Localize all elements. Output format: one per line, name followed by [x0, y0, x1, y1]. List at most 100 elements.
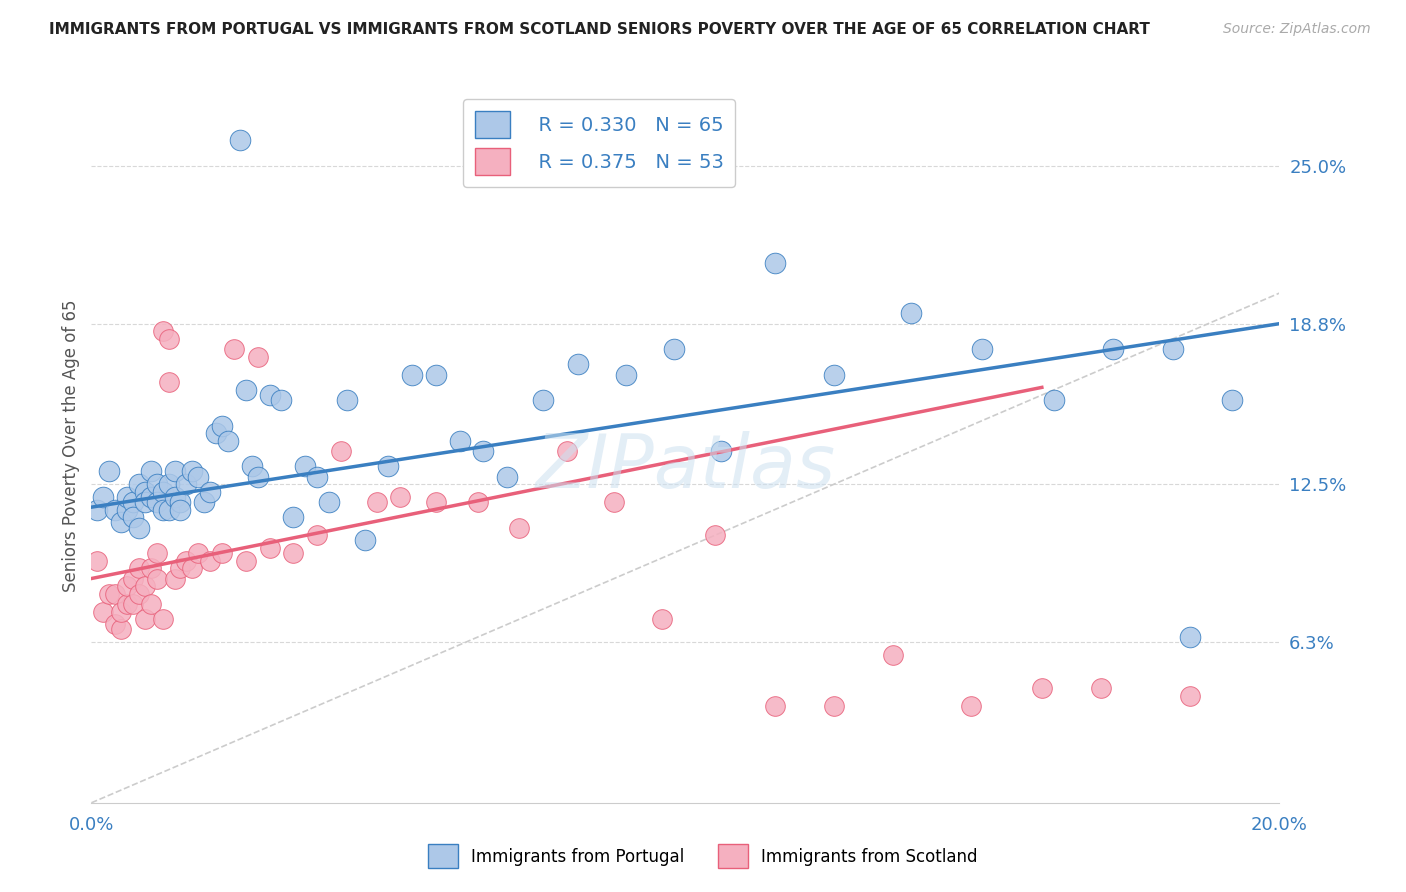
Point	[531, 393, 554, 408]
Point	[211, 546, 233, 560]
Point	[176, 554, 198, 568]
Point	[152, 324, 174, 338]
Point	[157, 502, 180, 516]
Point	[1042, 393, 1064, 408]
Point	[246, 469, 269, 483]
Point	[763, 698, 786, 713]
Point	[104, 617, 127, 632]
Point	[115, 579, 138, 593]
Point	[294, 459, 316, 474]
Point	[157, 376, 180, 390]
Point	[104, 587, 127, 601]
Point	[115, 597, 138, 611]
Point	[240, 459, 263, 474]
Point	[139, 490, 162, 504]
Point	[145, 477, 167, 491]
Point	[1102, 342, 1125, 356]
Point	[157, 477, 180, 491]
Point	[187, 546, 209, 560]
Point	[86, 502, 108, 516]
Point	[425, 368, 447, 382]
Point	[270, 393, 292, 408]
Point	[329, 444, 352, 458]
Point	[823, 698, 845, 713]
Point	[139, 597, 162, 611]
Point	[122, 510, 145, 524]
Point	[1031, 681, 1053, 695]
Point	[229, 133, 252, 147]
Point	[110, 623, 132, 637]
Point	[86, 554, 108, 568]
Point	[110, 516, 132, 530]
Point	[145, 495, 167, 509]
Point	[259, 541, 281, 555]
Point	[377, 459, 399, 474]
Point	[246, 350, 269, 364]
Point	[603, 495, 626, 509]
Text: ZIPatlas: ZIPatlas	[536, 432, 835, 503]
Point	[205, 426, 228, 441]
Point	[139, 465, 162, 479]
Point	[307, 528, 329, 542]
Point	[169, 495, 191, 509]
Point	[259, 388, 281, 402]
Point	[128, 477, 150, 491]
Point	[128, 520, 150, 534]
Point	[662, 342, 685, 356]
Point	[389, 490, 412, 504]
Point	[472, 444, 495, 458]
Point	[211, 418, 233, 433]
Point	[567, 358, 589, 372]
Point	[91, 605, 114, 619]
Point	[353, 533, 375, 548]
Legend: Immigrants from Portugal, Immigrants from Scotland: Immigrants from Portugal, Immigrants fro…	[422, 838, 984, 875]
Point	[1161, 342, 1184, 356]
Point	[176, 477, 198, 491]
Point	[134, 612, 156, 626]
Y-axis label: Seniors Poverty Over the Age of 65: Seniors Poverty Over the Age of 65	[62, 300, 80, 592]
Point	[139, 561, 162, 575]
Point	[283, 510, 305, 524]
Point	[98, 465, 121, 479]
Point	[222, 342, 245, 356]
Point	[134, 495, 156, 509]
Point	[122, 572, 145, 586]
Point	[200, 484, 222, 499]
Point	[449, 434, 471, 448]
Point	[336, 393, 359, 408]
Point	[91, 490, 114, 504]
Point	[1180, 630, 1202, 644]
Point	[115, 490, 138, 504]
Point	[181, 465, 204, 479]
Point	[145, 546, 167, 560]
Point	[900, 306, 922, 320]
Point	[555, 444, 578, 458]
Point	[157, 332, 180, 346]
Point	[496, 469, 519, 483]
Point	[235, 383, 257, 397]
Point	[882, 648, 904, 662]
Point	[318, 495, 340, 509]
Point	[98, 587, 121, 601]
Point	[1220, 393, 1243, 408]
Point	[959, 698, 981, 713]
Point	[425, 495, 447, 509]
Point	[1090, 681, 1112, 695]
Point	[508, 520, 530, 534]
Point	[823, 368, 845, 382]
Point	[651, 612, 673, 626]
Point	[187, 469, 209, 483]
Point	[704, 528, 727, 542]
Point	[169, 502, 191, 516]
Point	[134, 484, 156, 499]
Point	[145, 572, 167, 586]
Point	[193, 495, 215, 509]
Point	[366, 495, 388, 509]
Point	[1180, 689, 1202, 703]
Point	[235, 554, 257, 568]
Point	[152, 502, 174, 516]
Point	[115, 502, 138, 516]
Point	[122, 495, 145, 509]
Point	[128, 561, 150, 575]
Point	[614, 368, 637, 382]
